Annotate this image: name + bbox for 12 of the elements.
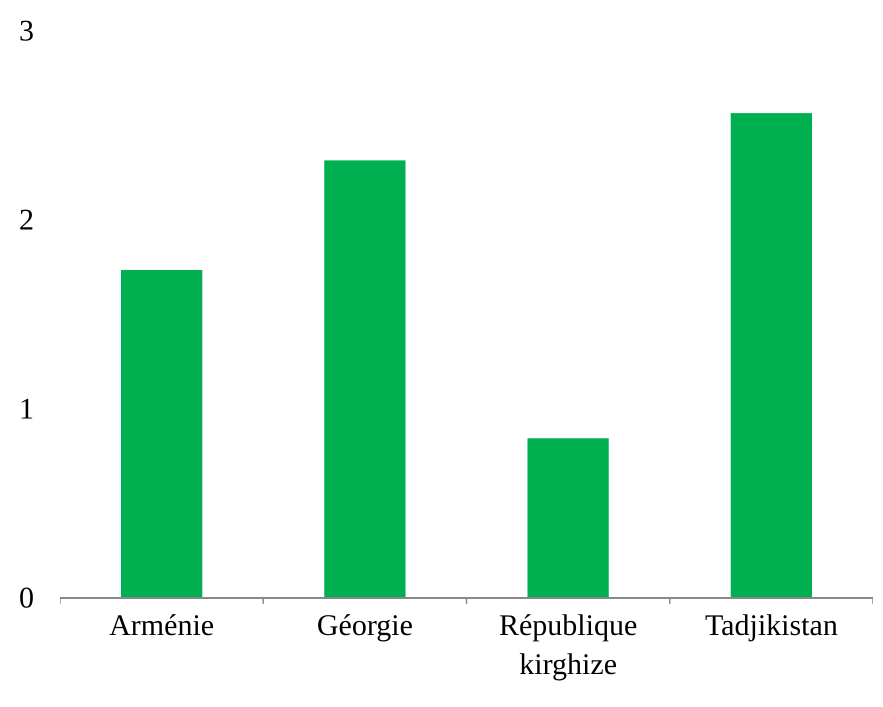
y-tick-label: 2 [19, 204, 34, 236]
bar [527, 438, 609, 597]
x-tick-label: Tadjikistan [704, 608, 838, 642]
y-tick-label: 0 [19, 582, 34, 614]
x-tick-label: Arménie [109, 608, 214, 642]
bar [730, 113, 812, 597]
x-tick-label: République kirghize [498, 608, 638, 681]
y-tick-label: 1 [19, 392, 34, 426]
bar [120, 270, 202, 597]
bar [324, 160, 406, 597]
y-tick-label: 3 [19, 14, 34, 48]
x-tick-label: Géorgie [316, 608, 413, 642]
